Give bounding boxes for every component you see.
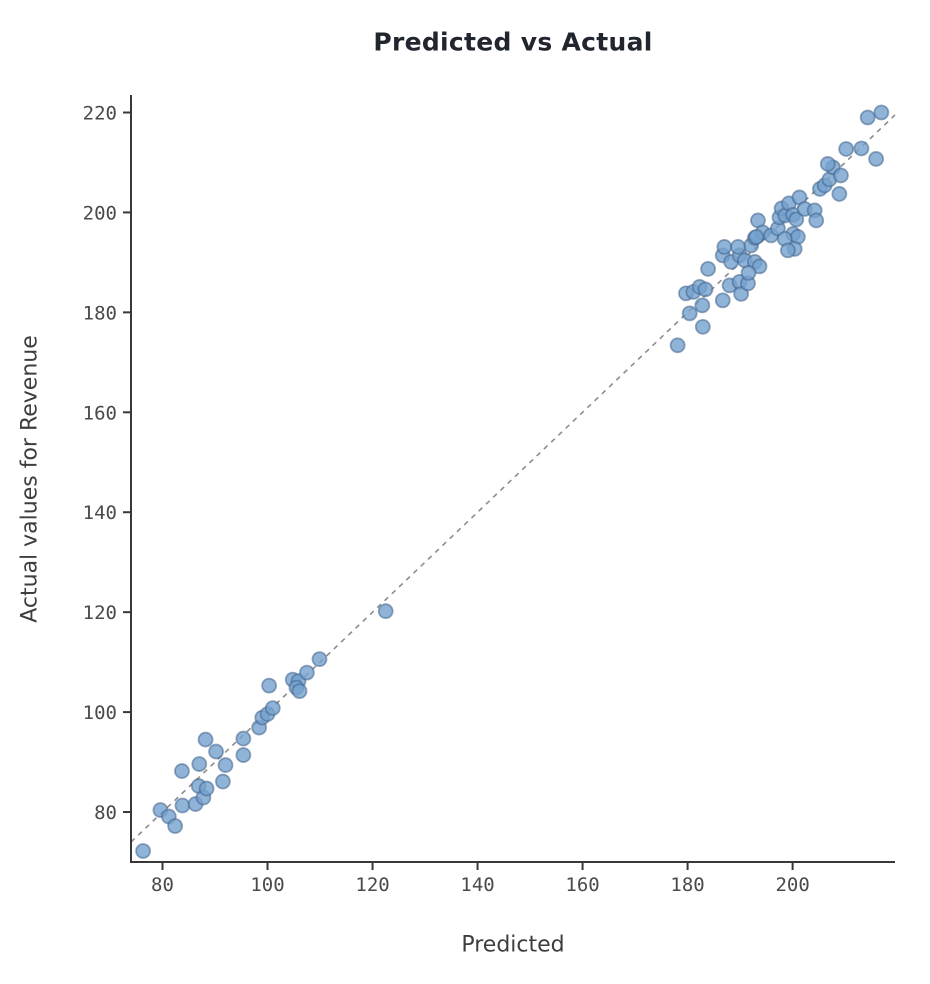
x-tick-label: 100 (250, 874, 284, 896)
scatter-point (716, 239, 733, 255)
x-tick-label: 200 (775, 874, 809, 896)
scatter-point (167, 818, 184, 834)
scatter-point (377, 603, 394, 620)
scatter-point (681, 305, 698, 322)
scatter-point (669, 337, 686, 354)
x-tick-label: 180 (670, 874, 704, 896)
x-tick-label: 140 (460, 874, 494, 896)
scatter-point (831, 186, 848, 202)
scatter-point (299, 664, 315, 681)
scatter-point (714, 292, 731, 309)
y-tick-label: 180 (83, 302, 117, 324)
scatter-point (235, 730, 252, 747)
y-tick-label: 220 (83, 102, 117, 124)
scatter-point (197, 731, 214, 748)
scatter-point (217, 757, 234, 773)
scatter-point (833, 167, 849, 184)
scatter-point (694, 318, 711, 335)
y-tick-label: 160 (83, 402, 117, 424)
y-tick-label: 140 (83, 502, 117, 524)
scatter-point (174, 797, 191, 814)
scatter-point (198, 780, 215, 797)
scatter-point (311, 651, 328, 668)
scatter-point (779, 242, 796, 259)
scatter-point (261, 677, 277, 694)
scatter-point (174, 763, 190, 779)
scatter-point (819, 156, 836, 172)
y-tick-label: 100 (83, 702, 117, 724)
scatter-point (873, 104, 890, 121)
y-tick-label: 120 (83, 602, 117, 624)
x-axis-label: Predicted (461, 932, 565, 958)
scatter-point (191, 756, 208, 772)
scatter-point (135, 843, 151, 859)
scatter-point (788, 211, 805, 228)
scatter-point (859, 109, 876, 126)
scatter-point (868, 151, 884, 167)
scatter-point (694, 297, 711, 314)
x-tick-label: 120 (355, 874, 389, 896)
y-axis-label: Actual values for Revenue (17, 335, 43, 623)
scatter-point (700, 260, 716, 277)
scatter-point (697, 281, 714, 298)
scatter-point (291, 683, 308, 700)
y-tick-label: 80 (94, 802, 117, 824)
scatter-point (208, 743, 224, 760)
x-tick-label: 160 (565, 874, 599, 896)
scatter-point (740, 264, 757, 281)
scatter-point (235, 747, 252, 763)
x-tick-label: 80 (151, 874, 174, 896)
scatter-point (214, 773, 231, 790)
y-tick-label: 200 (83, 202, 117, 224)
scatter-point (264, 700, 281, 717)
scatter-point (730, 239, 746, 255)
scatter-point (853, 140, 870, 157)
scatter-point (808, 212, 825, 229)
chart-title: Predicted vs Actual (373, 27, 653, 57)
scatter-point (838, 141, 855, 157)
scatter-point (748, 229, 765, 245)
